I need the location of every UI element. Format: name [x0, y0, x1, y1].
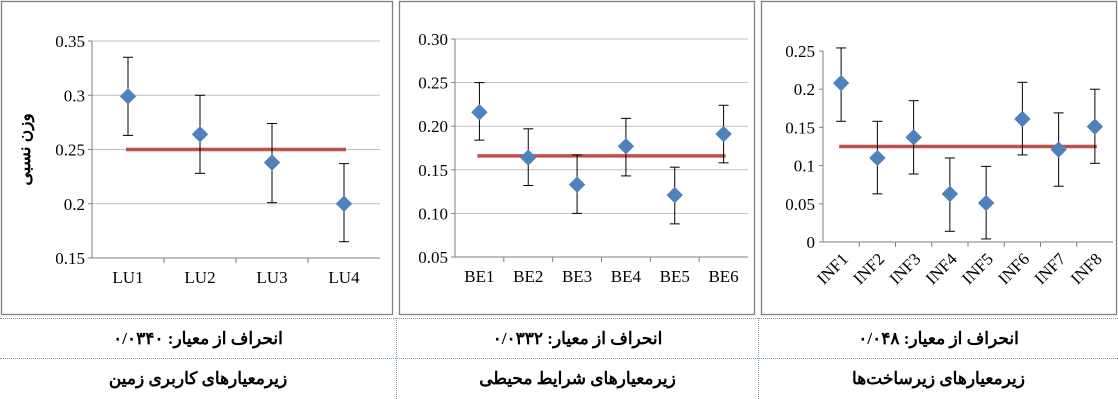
y-tick-label: 0.25 — [418, 74, 448, 93]
group-label-environment: زیرمعیارهای شرایط محیطی — [479, 369, 676, 388]
data-point — [715, 125, 732, 143]
y-tick-label: 0.15 — [418, 161, 448, 180]
x-tick-label: INF6 — [994, 249, 1033, 288]
data-point — [191, 126, 209, 143]
data-point — [1086, 118, 1104, 135]
y-tick-label: 0.10 — [418, 204, 448, 223]
data-point — [1014, 110, 1031, 128]
y-tick-label: 0.35 — [55, 32, 85, 51]
data-point — [869, 149, 886, 167]
y-tick-label: 0.25 — [55, 141, 85, 160]
x-tick-label: BE6 — [708, 267, 738, 286]
deviation-row: انحراف از معیار: ۰/۰۳۴۰ انحراف از معیار:… — [0, 318, 1118, 358]
data-point — [119, 88, 137, 105]
x-tick-label: INF2 — [849, 249, 888, 288]
deviation-label-land-use: انحراف از معیار: ۰/۰۳۴۰ — [113, 329, 283, 348]
chart-frame — [398, 0, 756, 316]
y-tick-label: 0.25 — [785, 42, 815, 61]
deviation-label-infrastructure: انحراف از معیار: ۰/۰۴۸ — [858, 329, 1019, 348]
data-point — [905, 129, 922, 146]
y-tick-label: 0.15 — [785, 118, 815, 137]
x-tick-label: BE1 — [464, 267, 494, 286]
y-tick-label: 0.05 — [418, 248, 448, 267]
x-tick-label: LU1 — [112, 268, 143, 287]
group-label-infrastructure: زیرمعیارهای زیرساخت‌ها — [852, 369, 1025, 388]
data-point — [263, 154, 281, 171]
chart-frame — [0, 0, 394, 316]
x-tick-label: INF1 — [813, 249, 852, 288]
x-tick-label: INF7 — [1031, 249, 1070, 288]
x-tick-label: LU2 — [184, 268, 215, 287]
chart-frame — [760, 0, 1118, 316]
x-tick-label: INF4 — [922, 249, 961, 288]
data-point — [941, 185, 959, 203]
column-divider — [396, 318, 397, 399]
y-tick-label: 0.3 — [64, 86, 85, 105]
x-tick-label: INF8 — [1067, 249, 1106, 288]
x-tick-label: BE5 — [660, 267, 690, 286]
data-point — [471, 104, 488, 121]
y-tick-label: 0.2 — [64, 195, 85, 214]
y-tick-label: 0.05 — [785, 195, 815, 214]
x-tick-label: BE4 — [611, 267, 642, 286]
chart-environment: 0.30 0.25 0.20 0.15 0.10 0.05 BE1 BE2 BE3 BE4 BE5 B… — [398, 0, 756, 316]
data-point — [832, 74, 850, 92]
y-tick-label: 0.20 — [418, 117, 448, 136]
data-point — [617, 138, 635, 155]
y-tick-label: 0.15 — [55, 249, 85, 268]
chart-panel-land-use: 0.35 0.3 0.25 0.2 0.15 وزن نسبی LU1 LU2 LU3 LU4 — [0, 0, 394, 317]
y-tick-label: 0.2 — [794, 80, 815, 99]
data-point — [977, 194, 995, 212]
x-tick-label: INF3 — [886, 249, 925, 288]
y-tick-label: 0.30 — [418, 30, 448, 49]
data-point — [1050, 141, 1067, 158]
chart-land-use: 0.35 0.3 0.25 0.2 0.15 وزن نسبی LU1 LU2 LU3 LU4 — [0, 0, 394, 316]
x-tick-label: BE3 — [562, 267, 592, 286]
chart-infrastructure: 0.250.20.150.10.050INF1INF2INF3INF4INF5I… — [760, 0, 1118, 316]
data-point — [568, 176, 586, 193]
column-divider — [758, 318, 759, 399]
y-axis-title: وزن نسبی — [15, 113, 35, 185]
x-tick-label: LU3 — [256, 268, 287, 287]
group-label-land-use: زیرمعیارهای کاربری زمین — [108, 369, 288, 388]
group-row: زیرمعیارهای کاربری زمین زیرمعیارهای شرای… — [0, 358, 1118, 398]
x-tick-label: BE2 — [513, 267, 543, 286]
y-tick-label: 0 — [807, 233, 816, 252]
data-point — [520, 149, 537, 166]
chart-panel-infrastructure: 0.25 0.2 0.15 0.1 0.05 0 INF1 INF2 INF3 INF4 INF5 I… — [760, 0, 1118, 317]
deviation-label-environment: انحراف از معیار: ۰/۰۳۳۲ — [492, 329, 663, 348]
chart-panel-environment: 0.30 0.25 0.20 0.15 0.10 0.05 BE1 BE2 BE3 BE4 BE5 B… — [398, 0, 756, 317]
data-point — [335, 195, 353, 212]
y-tick-label: 0.1 — [794, 157, 815, 176]
data-point — [666, 186, 683, 204]
x-tick-label: LU4 — [328, 268, 360, 287]
x-tick-label: INF5 — [958, 249, 997, 288]
